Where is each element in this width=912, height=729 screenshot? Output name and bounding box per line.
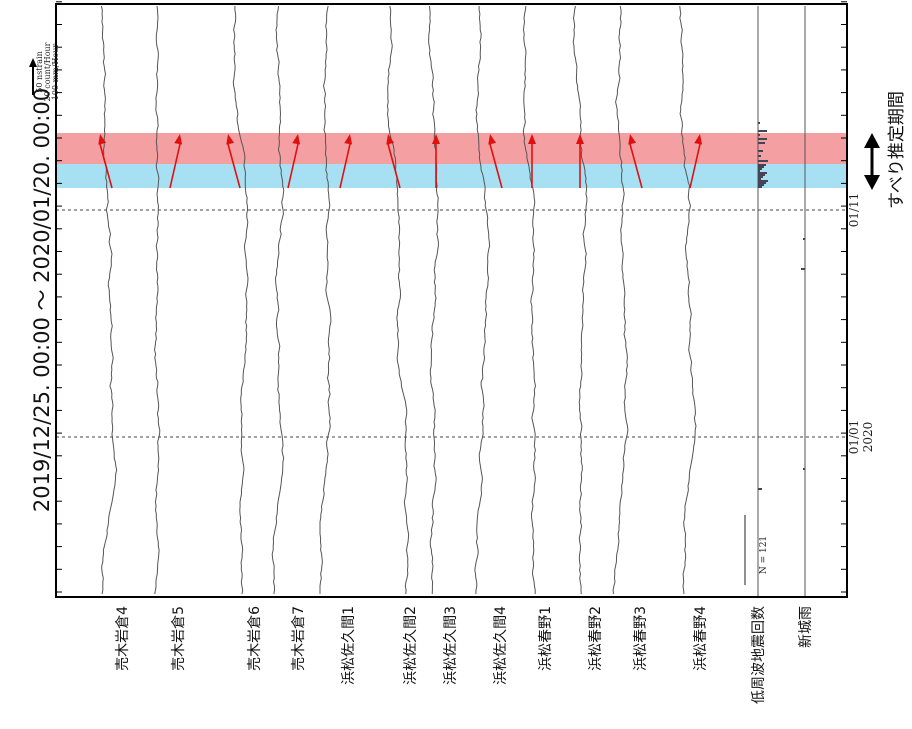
lfe-bar [758,142,765,144]
lfe-bar [758,138,767,140]
strain-arrow-1 [98,134,113,189]
strain-arrow-8 [488,134,503,189]
strain-arrow-9 [528,134,536,188]
slip-period-band-red [56,133,847,164]
lfe-count-label: N = 121 [759,536,769,574]
chart-title: 2019/12/25. 00:00 ～ 2020/01/20. 00:00 [30,88,54,512]
lfe-bar [758,166,764,168]
date-label-0101: 01/01 [847,420,861,455]
trace-10 [572,5,588,595]
trace-11 [612,5,629,595]
scale-note-1: 50 nstrain [35,51,44,93]
series-label-12: 浜松春野4 [693,606,709,671]
trace-6 [386,5,410,595]
lfe-bar [758,160,768,162]
series-label-11: 浜松春野3 [633,606,649,671]
rain-bar [803,468,805,470]
lfe-bar [758,184,764,186]
rain-bar [803,238,805,240]
trace-7 [428,5,439,595]
scale-note-2: 20 count/Hour [43,42,52,101]
trace-5 [319,5,332,594]
lfe-bar [758,176,763,178]
lfe-bar [758,172,767,174]
trace-1 [100,5,118,595]
trace-2 [153,5,161,595]
slip-period-band-blue [56,164,847,188]
series-label-13: 低周波地震回数 [751,606,767,704]
scale-note-3: 100 mm/Hour [51,44,60,101]
series-label-10: 浜松春野2 [588,606,604,671]
lfe-bar [758,164,766,166]
series-label-4: 売木岩倉7 [291,606,307,671]
series-label-3: 売木岩倉6 [247,606,263,671]
strain-arrow-3 [226,134,241,189]
date-label-2020: 2020 [861,422,875,453]
strain-arrow-6 [386,134,401,189]
rain-bar [801,268,805,270]
lfe-count-bars [758,122,805,490]
slip-period-double-arrow [864,133,880,190]
scale-bar: 50 nstrain 20 count/Hour 100 mm/Hour [29,42,60,102]
series-label-1: 売木岩倉4 [115,606,131,671]
strain-arrow-11 [628,134,643,189]
lfe-bar [758,134,760,136]
lfe-bar [758,150,763,152]
trace-4 [271,5,285,595]
strain-arrow-10 [576,134,584,188]
series-label-2: 売木岩倉5 [171,606,187,671]
plot-frame [55,3,848,598]
trace-9 [522,5,537,594]
lfe-bar [758,180,768,182]
strain-arrow-7 [432,134,440,188]
strain-arrow-2 [169,134,183,189]
lfe-bar [758,122,760,124]
lfe-bar [758,178,761,180]
lfe-bar [758,186,762,188]
slip-period-label: すべり推定期間 [887,91,907,209]
strain-arrow-12 [689,134,703,189]
trace-3 [232,6,249,595]
trace-8 [474,6,491,595]
lfe-bar [758,168,762,170]
strain-direction-arrows [98,134,703,189]
strain-arrow-5 [339,134,353,189]
strain-traces [100,5,806,596]
series-label-5: 浜松佐久間1 [341,606,357,685]
date-label-0111: 01/11 [847,193,861,228]
strain-arrow-4 [287,134,301,189]
series-label-6: 浜松佐久間2 [403,606,419,685]
series-label-9: 浜松春野1 [538,606,554,671]
series-label-7: 浜松佐久間3 [443,606,459,685]
lfe-bar [758,170,760,172]
series-label-14: 新城雨 [798,606,814,648]
lfe-bar [758,488,762,490]
lfe-bar [758,182,766,184]
series-label-8: 浜松佐久間4 [493,606,509,685]
lfe-bar [758,174,765,176]
trace-12 [679,5,697,595]
series-labels: 売木岩倉4 売木岩倉5 売木岩倉6 売木岩倉7 浜松佐久間1 浜松佐久間2 浜松佐久間3 浜松… [115,606,814,704]
lfe-bar [758,155,761,157]
lfe-bar [758,130,767,132]
